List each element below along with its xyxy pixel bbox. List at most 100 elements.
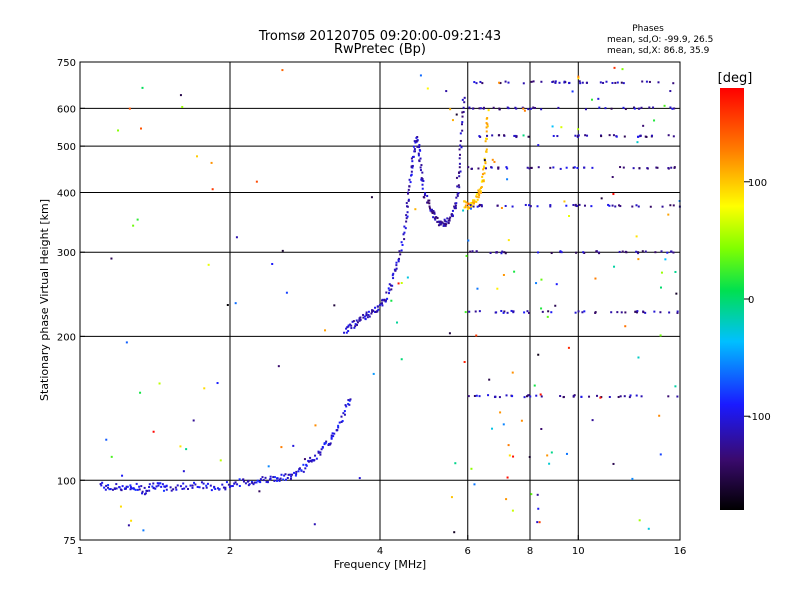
echo-point (631, 205, 634, 208)
trace-point (350, 324, 353, 327)
trace-point (384, 300, 387, 303)
noise-point (463, 360, 466, 363)
noise-point (483, 159, 486, 162)
echo-point (481, 82, 484, 85)
trace-point (461, 98, 464, 101)
noise-point (127, 524, 130, 527)
echo-point (608, 395, 611, 398)
echo-point (562, 395, 565, 398)
echo-point (577, 310, 580, 313)
trace-point (343, 331, 346, 334)
colorbar-tick-label: 100 (748, 178, 767, 189)
trace-point (345, 327, 348, 330)
trace-point (294, 474, 297, 477)
echo-point (572, 394, 575, 397)
trace-point (461, 121, 464, 124)
trace-point (103, 486, 106, 489)
trace-point (405, 217, 408, 220)
echo-point (602, 81, 605, 84)
trace-point (319, 451, 322, 454)
noise-point (554, 304, 557, 307)
trace-point (411, 155, 414, 158)
trace-point (202, 487, 205, 490)
trace-point (259, 478, 262, 481)
trace-point (248, 483, 251, 486)
echo-point (478, 310, 481, 313)
echo-point (549, 205, 552, 208)
echo-point (616, 311, 619, 314)
trace-point (391, 274, 394, 277)
noise-point (464, 311, 467, 314)
trace-point (330, 436, 333, 439)
trace-point (151, 485, 154, 488)
echo-point (514, 134, 517, 137)
trace-point (386, 297, 389, 300)
trace-point (202, 482, 205, 485)
trace-point (405, 220, 408, 223)
trace-point (421, 179, 424, 182)
echo-point (479, 80, 482, 83)
noise-point (105, 438, 108, 441)
trace-point (457, 184, 460, 187)
noise-point (550, 451, 553, 454)
trace-point (395, 264, 398, 267)
echo-point (504, 80, 507, 83)
trace-point (242, 480, 245, 483)
trace-point (233, 482, 236, 485)
trace-point (486, 117, 489, 120)
trace-point (289, 477, 292, 480)
echo-point (646, 167, 649, 170)
y-tick-label: 750 (57, 58, 76, 69)
trace-point (443, 224, 446, 227)
echo-point (620, 81, 623, 84)
noise-point (499, 411, 502, 414)
trace-point (300, 469, 303, 472)
echo-point (594, 311, 597, 314)
echo-point (676, 311, 679, 314)
trace-point (129, 486, 132, 489)
echo-point (660, 250, 663, 253)
echo-point (473, 394, 476, 397)
trace-point (265, 480, 268, 483)
trace-point (348, 399, 351, 402)
echo-point (585, 81, 588, 84)
echo-point (673, 166, 676, 169)
trace-point (460, 146, 463, 149)
trace-point (348, 403, 351, 406)
trace-point (456, 185, 459, 188)
echo-point (621, 250, 624, 253)
trace-point (403, 238, 406, 241)
echo-point (637, 205, 640, 208)
echo-point (552, 166, 555, 169)
trace-point (445, 220, 448, 223)
echo-point (478, 107, 481, 110)
echo-point (667, 134, 670, 137)
trace-point (468, 202, 471, 205)
noise-point (358, 477, 361, 480)
echo-point (532, 106, 535, 109)
noise-point (448, 332, 451, 335)
echo-point (668, 311, 671, 314)
echo-point (596, 394, 599, 397)
trace-point (289, 473, 292, 476)
trace-point (179, 485, 182, 488)
trace-point (415, 140, 418, 143)
echo-point (559, 395, 562, 398)
echo-point (676, 310, 679, 313)
echo-point (622, 82, 625, 85)
echo-point (473, 81, 476, 84)
echo-point (625, 251, 628, 254)
noise-point (512, 455, 515, 458)
echo-point (471, 250, 474, 253)
trace-point (416, 145, 419, 148)
noise-point (136, 218, 139, 221)
echo-point (640, 106, 643, 109)
noise-point (659, 286, 662, 289)
echo-point (530, 166, 533, 169)
echo-point (565, 166, 568, 169)
trace-point (354, 323, 357, 326)
noise-point (140, 127, 143, 130)
echo-point (540, 395, 543, 398)
trace-point (256, 479, 259, 482)
echo-point (557, 106, 560, 109)
